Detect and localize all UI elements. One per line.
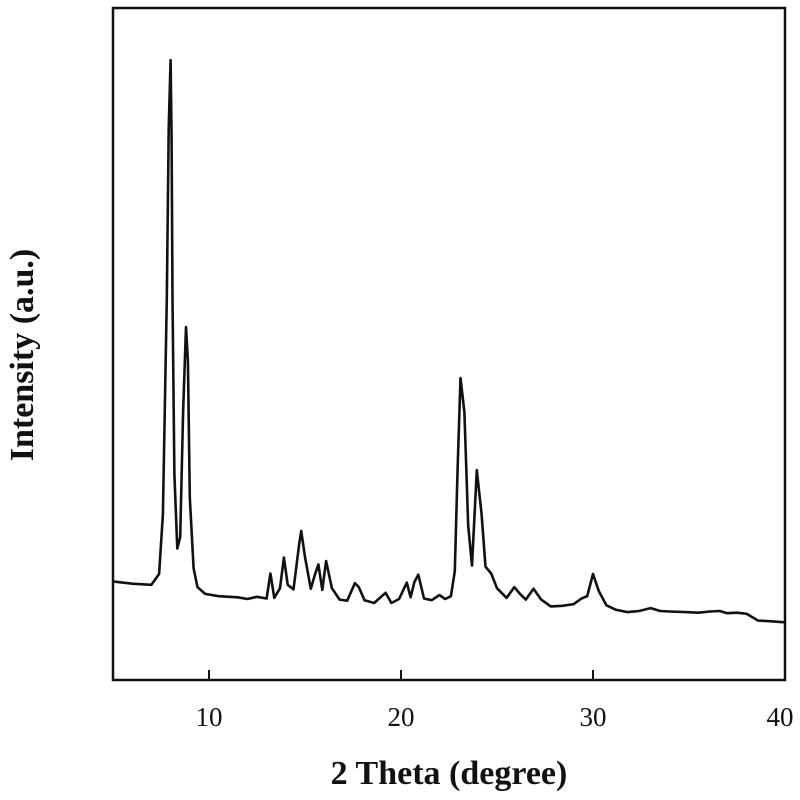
x-tick-label: 30 [580, 702, 607, 732]
x-axis-title: 2 Theta (degree) [331, 755, 568, 792]
x-axis-ticks [208, 670, 786, 680]
y-axis-title: Intensity (a.u.) [4, 249, 41, 462]
x-tick-label: 40 [767, 702, 794, 732]
series-line [112, 58, 786, 624]
x-axis-tick-labels: 10 20 30 40 [196, 702, 794, 732]
plot-frame [111, 6, 787, 682]
x-tick-label: 20 [388, 702, 415, 732]
x-tick-label: 10 [196, 702, 223, 732]
